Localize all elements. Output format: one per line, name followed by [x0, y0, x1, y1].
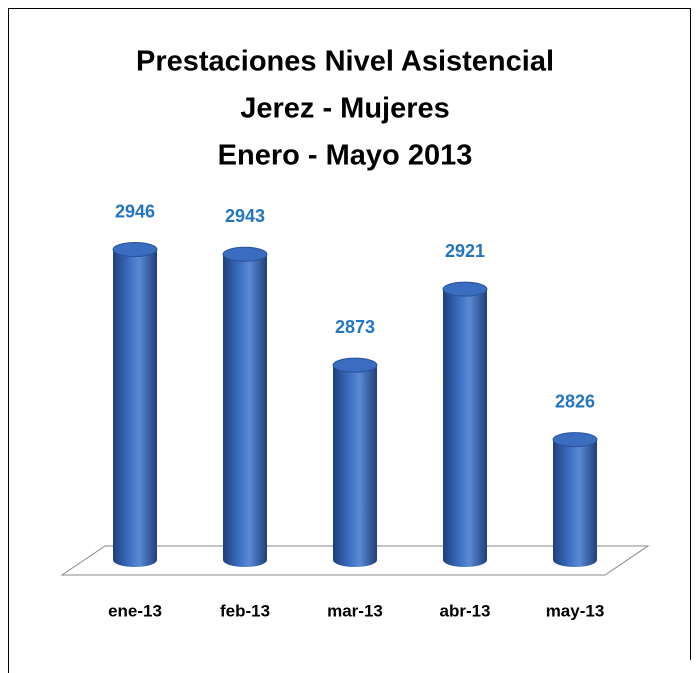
bar-body: [553, 439, 597, 567]
bar-body: [223, 254, 267, 567]
bar-body: [333, 365, 377, 567]
value-label: 2921: [445, 241, 485, 261]
x-tick-label: ene-13: [108, 601, 162, 620]
bar-top: [112, 242, 158, 258]
value-label: 2943: [225, 206, 265, 226]
bar-body: [113, 249, 157, 567]
x-tick-label: may-13: [546, 601, 605, 620]
x-tick-label: mar-13: [327, 601, 383, 620]
frame: [8, 8, 691, 673]
bar: [552, 432, 598, 567]
bar-top: [222, 246, 268, 262]
bar-top: [442, 281, 488, 297]
bar: [332, 357, 378, 567]
value-label: 2873: [335, 317, 375, 337]
chart-title: Enero - Mayo 2013: [218, 140, 473, 172]
bar: [442, 281, 488, 567]
bar-top: [332, 357, 378, 373]
chart-title: Prestaciones Nivel Asistencial: [136, 46, 554, 78]
x-tick-label: abr-13: [439, 601, 490, 620]
x-tick-label: feb-13: [220, 601, 270, 620]
bar-body: [443, 289, 487, 567]
chart-title: Jerez - Mujeres: [240, 93, 450, 125]
value-label: 2826: [555, 391, 595, 411]
bar: [112, 242, 158, 567]
bar-top: [552, 432, 598, 448]
value-label: 2946: [115, 201, 155, 221]
bar: [222, 246, 268, 567]
